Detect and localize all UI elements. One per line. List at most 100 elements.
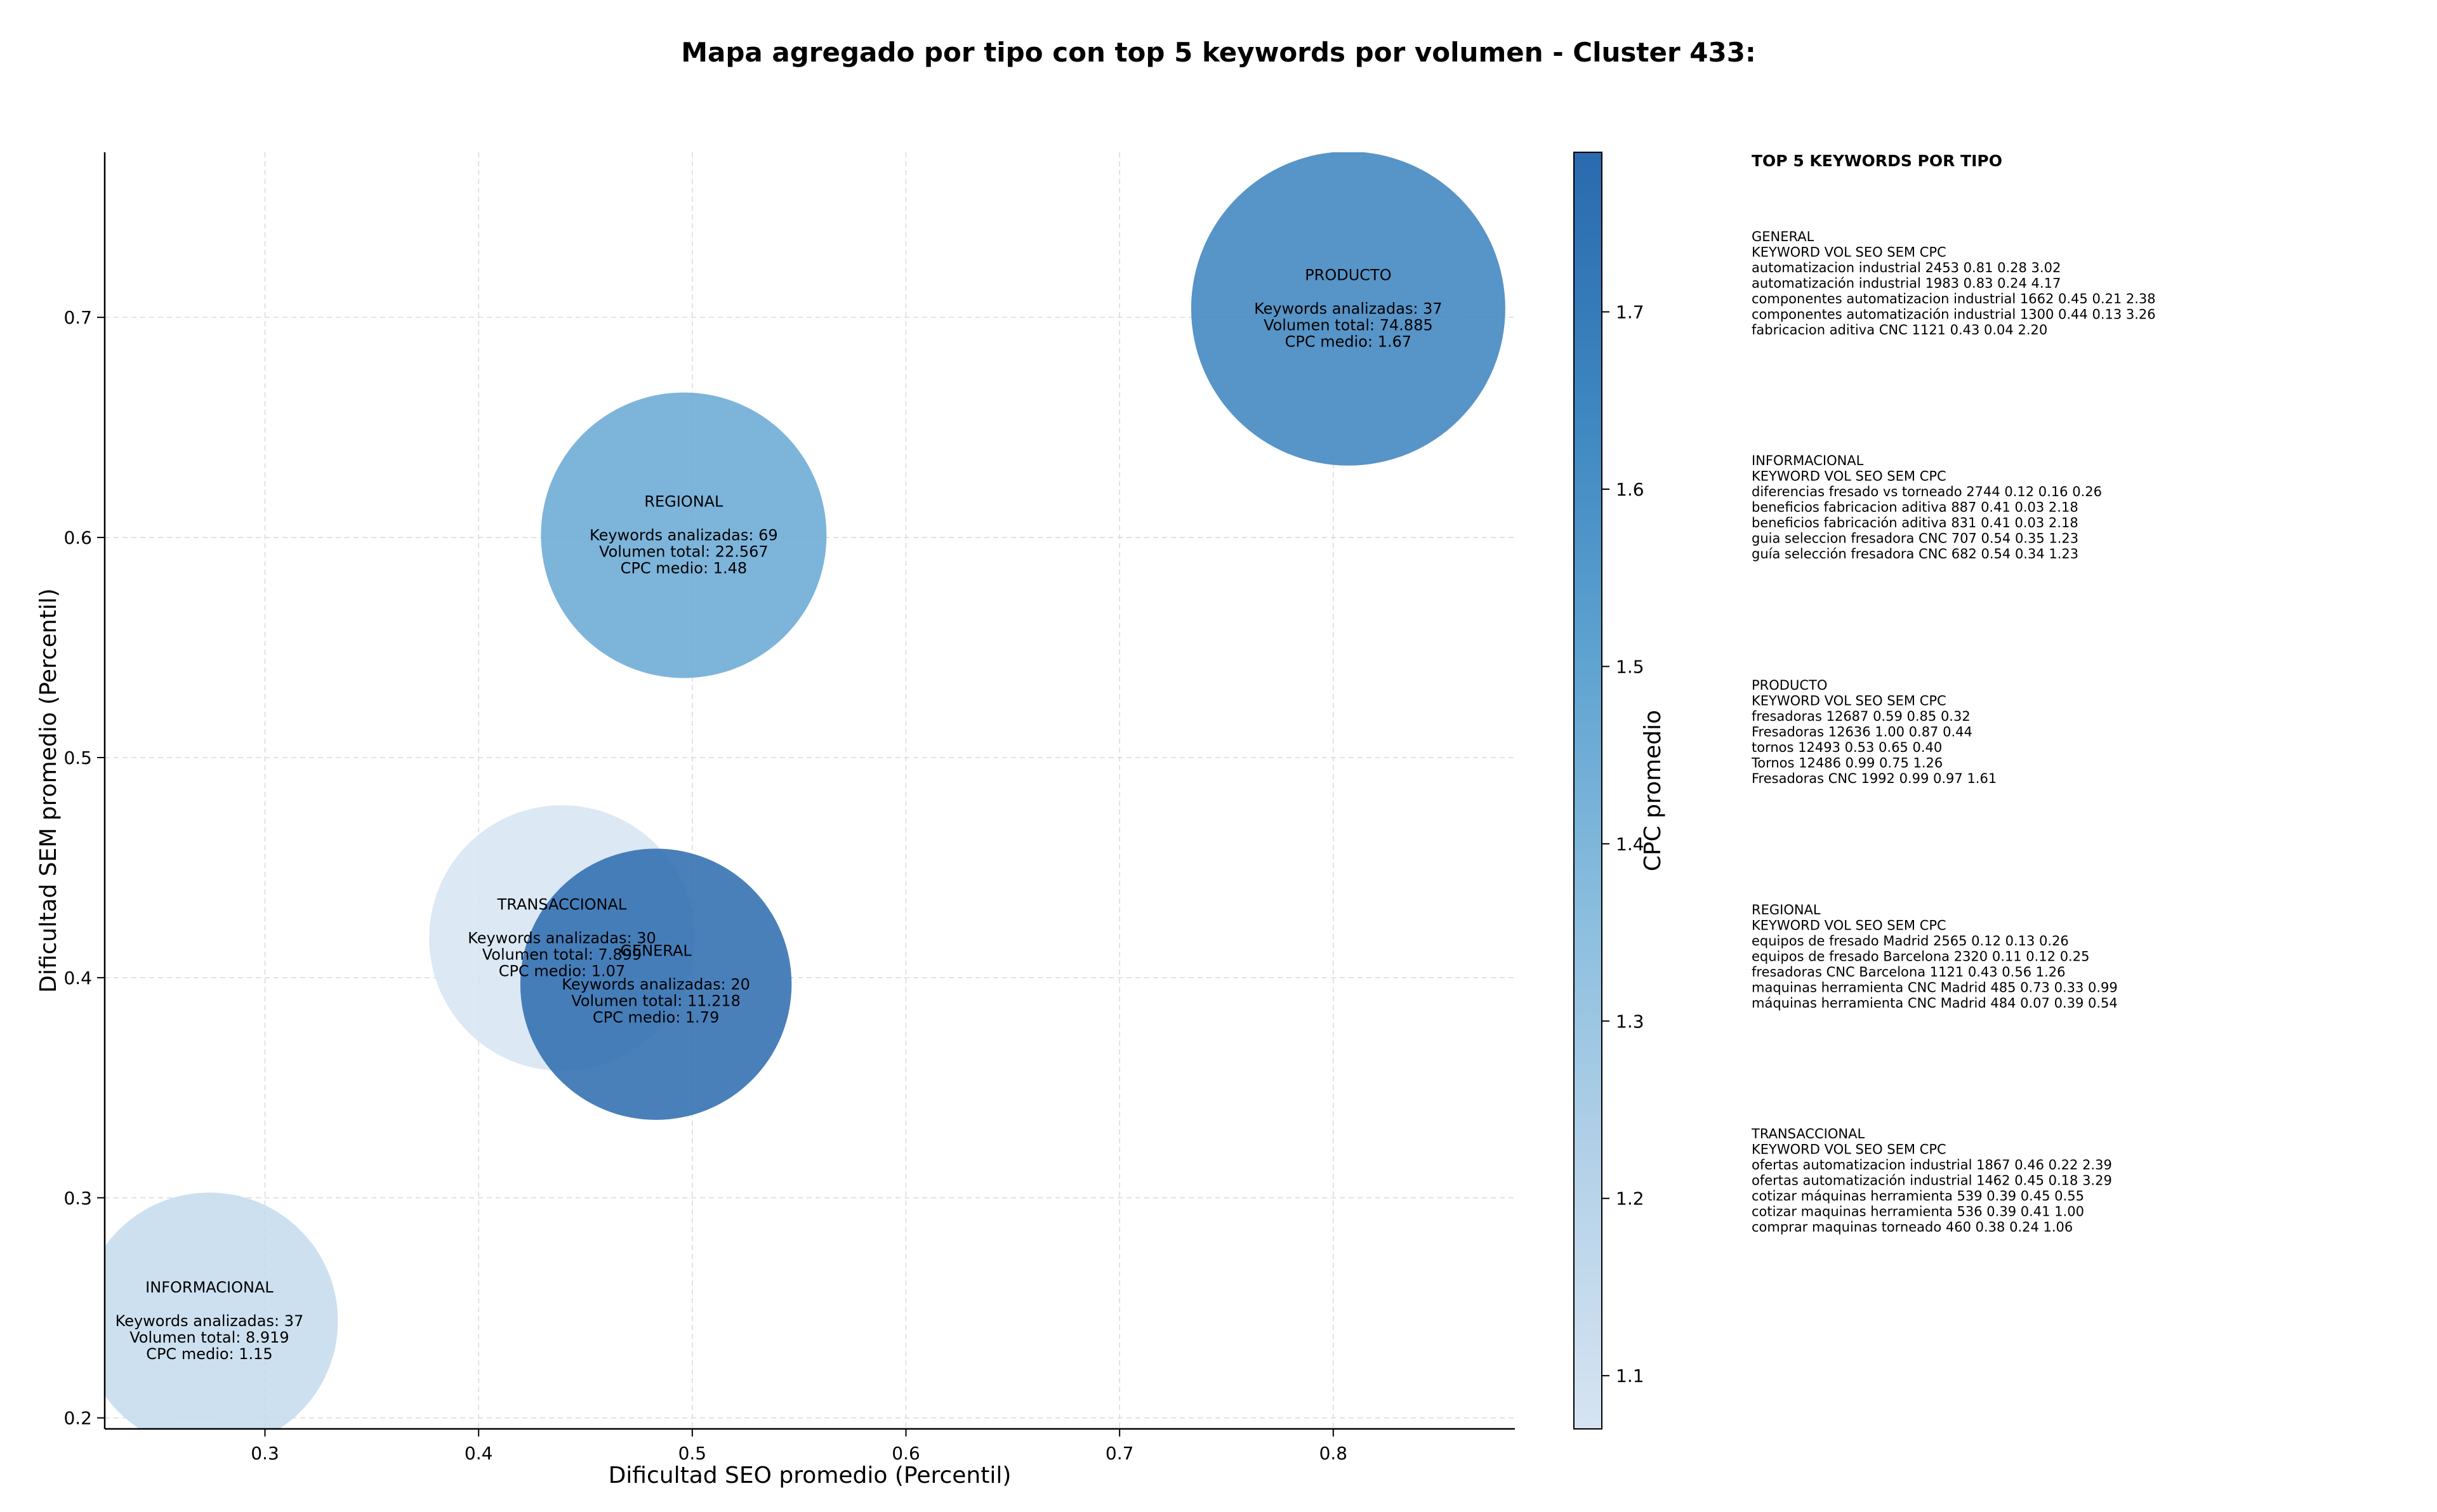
top5-row: componentes automatización industrial 13…: [1752, 307, 2156, 322]
top5-row: componentes automatizacion industrial 16…: [1752, 291, 2156, 306]
top5-group-name: TRANSACCIONAL: [1751, 1126, 1865, 1141]
bubble-volume: Volumen total: 74.885: [1264, 316, 1433, 334]
top5-group-name: GENERAL: [1752, 229, 1814, 244]
bubble-keyword-count: Keywords analizadas: 30: [468, 929, 656, 947]
top5-row: Fresadoras CNC 1992 0.99 0.97 1.61: [1752, 771, 1997, 786]
y-tick-label: 0.6: [63, 527, 92, 548]
top5-column-header: KEYWORD VOL SEO SEM CPC: [1752, 245, 1946, 260]
bubble-type-name: TRANSACCIONAL: [497, 895, 627, 913]
bubble-label-transaccional: TRANSACCIONAL Keywords analizadas: 30Volu…: [468, 895, 656, 980]
top5-group-name: REGIONAL: [1752, 902, 1821, 917]
chart-title: Mapa agregado por tipo con top 5 keyword…: [681, 37, 1756, 68]
bubble-type-name: PRODUCTO: [1305, 266, 1391, 284]
bubble-cpc: CPC medio: 1.07: [499, 962, 626, 980]
y-tick-label: 0.7: [63, 307, 92, 328]
colorbar-tick-label: 1.7: [1616, 302, 1644, 323]
top5-row: ofertas automatización industrial 1462 0…: [1752, 1173, 2112, 1188]
bubble-keyword-count: Keywords analizadas: 37: [1254, 299, 1443, 317]
x-tick-label: 0.5: [678, 1443, 707, 1464]
y-tick-label: 0.4: [63, 968, 92, 989]
top5-column-header: KEYWORD VOL SEO SEM CPC: [1752, 1142, 1946, 1157]
x-tick-label: 0.8: [1319, 1443, 1348, 1464]
bubble-keyword-count: Keywords analizadas: 69: [590, 527, 778, 544]
top5-group-name: INFORMACIONAL: [1752, 453, 1864, 468]
top5-row: maquinas herramienta CNC Madrid 485 0.73…: [1752, 980, 2118, 996]
top5-row: guia seleccion fresadora CNC 707 0.54 0.…: [1752, 531, 2078, 546]
top5-row: máquinas herramienta CNC Madrid 484 0.07…: [1752, 996, 2118, 1011]
colorbar-tick-label: 1.5: [1616, 656, 1644, 677]
x-tick-label: 0.3: [251, 1443, 279, 1464]
top5-row: equipos de fresado Madrid 2565 0.12 0.13…: [1752, 933, 2069, 949]
x-axis-ticks: 0.3 0.4 0.5 0.6 0.7 0.8: [251, 1429, 1347, 1464]
top5-column-header: KEYWORD VOL SEO SEM CPC: [1752, 918, 1946, 933]
y-axis-label: Dificultad SEM promedio (Percentil): [36, 588, 62, 993]
top5-column-header: KEYWORD VOL SEO SEM CPC: [1752, 469, 1946, 484]
top5-row: beneficios fabricacion aditiva 887 0.41 …: [1752, 500, 2078, 515]
bubble-volume: Volumen total: 11.218: [571, 992, 741, 1009]
bubble-type-name: REGIONAL: [644, 493, 723, 511]
bubble-keyword-count: Keywords analizadas: 37: [116, 1312, 304, 1330]
bubble-producto: [1191, 152, 1505, 466]
top5-row: automatizacion industrial 2453 0.81 0.28…: [1752, 260, 2061, 275]
top5-row: fresadoras 12687 0.59 0.85 0.32: [1752, 709, 1971, 724]
colorbar-tick-label: 1.1: [1616, 1365, 1644, 1386]
top5-row: equipos de fresado Barcelona 2320 0.11 0…: [1752, 949, 2089, 964]
bubble-keyword-count: Keywords analizadas: 20: [562, 975, 750, 993]
top5-row: beneficios fabricación aditiva 831 0.41 …: [1752, 515, 2078, 530]
colorbar-tick-label: 1.6: [1616, 479, 1644, 500]
top5-row: fabricacion aditiva CNC 1121 0.43 0.04 2…: [1752, 322, 2047, 338]
colorbar-tick-label: 1.2: [1616, 1188, 1644, 1209]
y-tick-label: 0.5: [63, 747, 92, 768]
top5-row: diferencias fresado vs torneado 2744 0.1…: [1752, 484, 2102, 499]
bubble-cpc: CPC medio: 1.15: [146, 1345, 273, 1363]
top5-row: ofertas automatizacion industrial 1867 0…: [1752, 1157, 2112, 1173]
top5-row: comprar maquinas torneado 460 0.38 0.24 …: [1752, 1219, 2073, 1235]
x-axis-label: Dificultad SEO promedio (Percentil): [609, 1463, 1012, 1489]
bubble-general: [520, 848, 792, 1121]
top5-row: Fresadoras 12636 1.00 0.87 0.44: [1752, 725, 1972, 740]
top5-row: cotizar máquinas herramienta 539 0.39 0.…: [1752, 1188, 2084, 1204]
top5-row: cotizar maquinas herramienta 536 0.39 0.…: [1752, 1204, 2084, 1219]
bubble-label-informacional: INFORMACIONAL Keywords analizadas: 37Volu…: [116, 1279, 304, 1363]
bubble-informacional: [105, 1192, 338, 1429]
colorbar: [1573, 152, 1602, 1430]
top5-group-name: PRODUCTO: [1752, 678, 1827, 693]
top5-heading: TOP 5 KEYWORDS POR TIPO: [1752, 152, 2002, 170]
top5-column-header: KEYWORD VOL SEO SEM CPC: [1752, 694, 1946, 709]
bubble-cpc: CPC medio: 1.79: [593, 1008, 720, 1026]
bubble-type-name: INFORMACIONAL: [145, 1279, 274, 1296]
y-axis-ticks: 0.2 0.3 0.4 0.5 0.6 0.7: [63, 307, 105, 1429]
x-tick-label: 0.6: [892, 1443, 920, 1464]
bubble-regional: [541, 392, 827, 678]
top5-row: tornos 12493 0.53 0.65 0.40: [1752, 740, 1942, 755]
top5-row: guía selección fresadora CNC 682 0.54 0.…: [1752, 546, 2078, 562]
y-tick-label: 0.3: [63, 1188, 92, 1209]
colorbar-label: CPC promedio: [1640, 710, 1666, 871]
bubble-volume: Volumen total: 8.919: [129, 1329, 289, 1346]
x-tick-label: 0.7: [1106, 1443, 1134, 1464]
bubbles-layer: [105, 152, 1505, 1429]
colorbar-tick-label: 1.3: [1616, 1011, 1644, 1032]
top5-row: automatización industrial 1983 0.83 0.24…: [1752, 276, 2061, 291]
bubble-volume: Volumen total: 22.567: [599, 543, 769, 561]
x-tick-label: 0.4: [465, 1443, 493, 1464]
colorbar-ticks: 1.1 1.2 1.3 1.4 1.5 1.6 1.7: [1602, 302, 1644, 1386]
top5-row: Tornos 12486 0.99 0.75 1.26: [1751, 756, 1943, 771]
bubble-cpc: CPC medio: 1.48: [621, 560, 748, 577]
bubble-type-name: GENERAL: [620, 942, 692, 959]
bubble-cpc: CPC medio: 1.67: [1285, 332, 1412, 350]
y-tick-label: 0.2: [63, 1408, 92, 1429]
bubble-volume: Volumen total: 7.899: [482, 945, 642, 963]
colorbar-tick-label: 1.4: [1616, 834, 1644, 855]
top5-row: fresadoras CNC Barcelona 1121 0.43 0.56 …: [1752, 964, 2066, 980]
